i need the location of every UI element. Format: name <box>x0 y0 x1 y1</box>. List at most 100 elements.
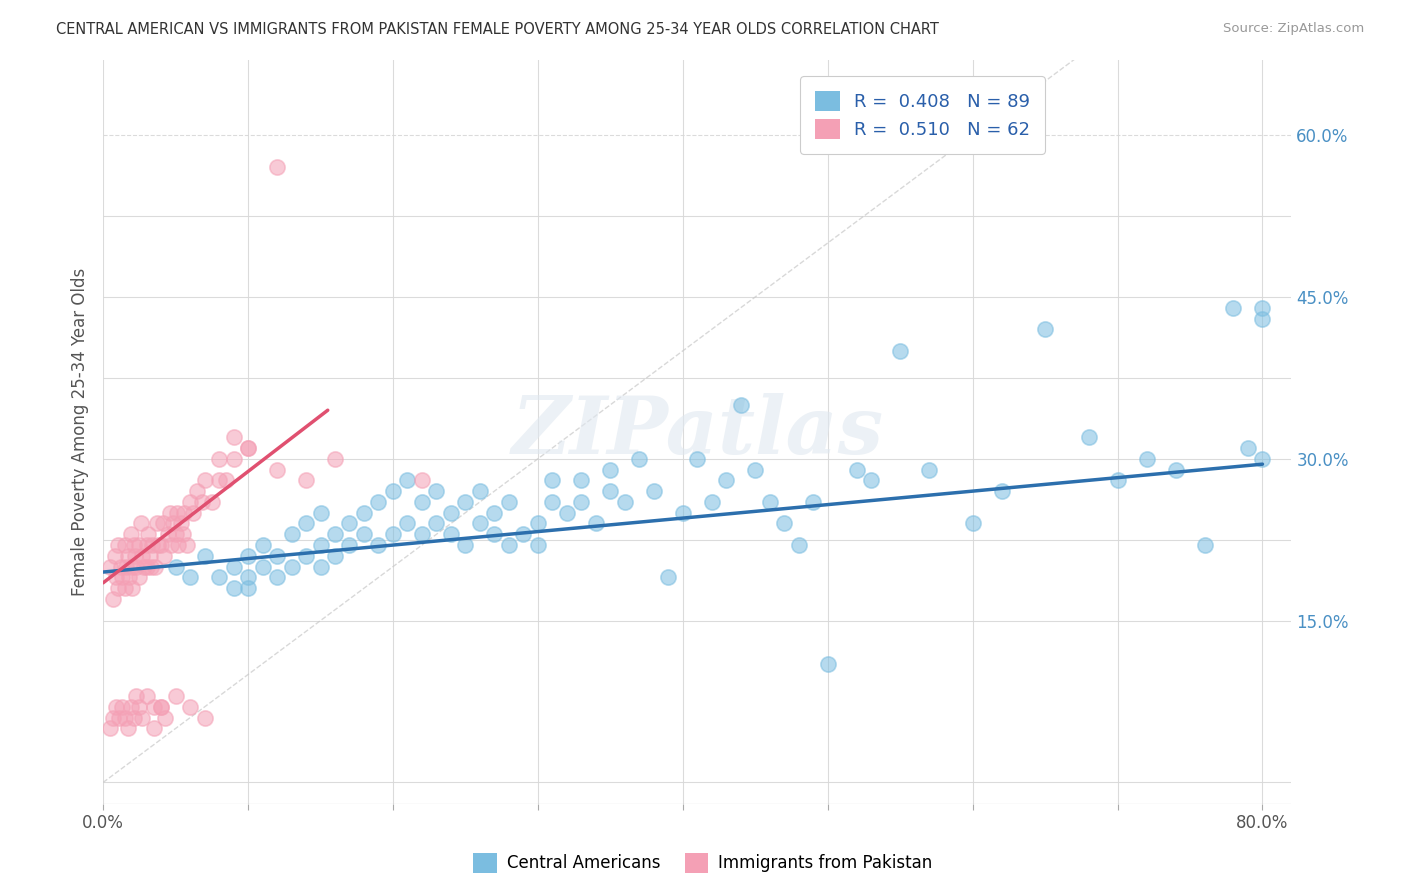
Text: Source: ZipAtlas.com: Source: ZipAtlas.com <box>1223 22 1364 36</box>
Point <box>173 506 195 520</box>
Point <box>148 538 170 552</box>
Point <box>758 495 780 509</box>
Point <box>105 699 128 714</box>
Point <box>162 516 184 531</box>
Point <box>111 570 134 584</box>
Point <box>569 495 592 509</box>
Point <box>295 516 318 531</box>
Point <box>193 473 215 487</box>
Point <box>323 451 346 466</box>
Point <box>166 506 188 520</box>
Point <box>152 516 174 531</box>
Point <box>208 451 231 466</box>
Point <box>381 527 404 541</box>
Point <box>157 527 180 541</box>
Point <box>165 527 187 541</box>
Point <box>121 581 143 595</box>
Point <box>107 581 129 595</box>
Point <box>744 462 766 476</box>
Point <box>309 559 332 574</box>
Point <box>120 527 142 541</box>
Text: ZIPatlas: ZIPatlas <box>512 393 883 471</box>
Point <box>1135 451 1157 466</box>
Point <box>468 484 491 499</box>
Point <box>295 473 318 487</box>
Point <box>222 451 245 466</box>
Point <box>176 538 198 552</box>
Point <box>396 516 419 531</box>
Point <box>411 495 433 509</box>
Point <box>498 538 520 552</box>
Point <box>150 699 173 714</box>
Point <box>1077 430 1099 444</box>
Point <box>440 506 463 520</box>
Point <box>236 549 259 563</box>
Point <box>201 495 224 509</box>
Point <box>132 559 155 574</box>
Point <box>484 527 506 541</box>
Point <box>142 699 165 714</box>
Point <box>700 495 723 509</box>
Point <box>1164 462 1187 476</box>
Point <box>118 570 141 584</box>
Point <box>114 711 136 725</box>
Point <box>104 549 127 563</box>
Point <box>160 538 183 552</box>
Point <box>498 495 520 509</box>
Text: CENTRAL AMERICAN VS IMMIGRANTS FROM PAKISTAN FEMALE POVERTY AMONG 25-34 YEAR OLD: CENTRAL AMERICAN VS IMMIGRANTS FROM PAKI… <box>56 22 939 37</box>
Point <box>150 538 173 552</box>
Point <box>817 657 839 671</box>
Point <box>115 559 138 574</box>
Point <box>990 484 1012 499</box>
Point <box>484 506 506 520</box>
Point <box>541 473 564 487</box>
Point <box>150 699 173 714</box>
Point <box>190 495 212 509</box>
Point <box>114 581 136 595</box>
Point <box>165 559 187 574</box>
Point <box>110 559 132 574</box>
Point <box>236 581 259 595</box>
Point <box>153 549 176 563</box>
Point <box>716 473 738 487</box>
Point <box>425 484 447 499</box>
Point <box>773 516 796 531</box>
Point <box>122 711 145 725</box>
Point <box>643 484 665 499</box>
Point <box>425 516 447 531</box>
Point <box>128 570 150 584</box>
Point <box>125 559 148 574</box>
Point <box>309 506 332 520</box>
Point <box>599 462 621 476</box>
Point <box>143 559 166 574</box>
Point <box>367 495 389 509</box>
Point <box>266 462 288 476</box>
Point <box>266 549 288 563</box>
Point <box>222 430 245 444</box>
Point <box>512 527 534 541</box>
Point <box>309 538 332 552</box>
Point <box>222 559 245 574</box>
Point <box>411 527 433 541</box>
Point <box>686 451 709 466</box>
Point <box>117 549 139 563</box>
Point <box>215 473 238 487</box>
Point <box>353 527 375 541</box>
Point <box>131 711 153 725</box>
Point <box>585 516 607 531</box>
Y-axis label: Female Poverty Among 25-34 Year Olds: Female Poverty Among 25-34 Year Olds <box>72 268 89 596</box>
Point <box>787 538 810 552</box>
Point <box>167 538 190 552</box>
Point <box>339 538 361 552</box>
Point <box>145 516 167 531</box>
Point <box>454 538 477 552</box>
Point <box>131 549 153 563</box>
Point <box>135 559 157 574</box>
Legend: R =  0.408   N = 89, R =  0.510   N = 62: R = 0.408 N = 89, R = 0.510 N = 62 <box>800 76 1045 154</box>
Point <box>155 711 177 725</box>
Point <box>117 722 139 736</box>
Point <box>323 527 346 541</box>
Point <box>236 570 259 584</box>
Point <box>103 592 125 607</box>
Point <box>136 527 159 541</box>
